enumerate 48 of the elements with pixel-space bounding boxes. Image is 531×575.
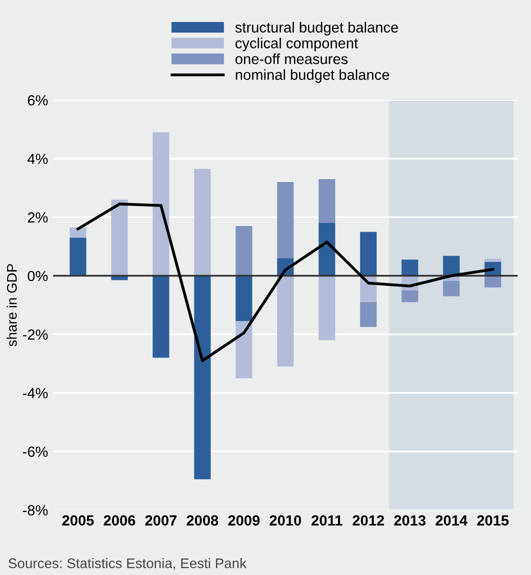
x-tick-label: 2009	[228, 515, 260, 526]
bar	[236, 226, 252, 276]
x-tick-label: 2010	[270, 515, 302, 526]
x-tick-label: 2014	[436, 515, 468, 526]
bar	[318, 179, 336, 224]
legend-label: cyclical component	[236, 38, 358, 52]
x-tick-label: 2011	[312, 515, 342, 526]
line-series	[76, 202, 494, 362]
bar	[236, 321, 252, 378]
bar	[236, 276, 252, 322]
bar	[318, 223, 336, 276]
bar	[111, 200, 128, 276]
bar	[194, 276, 211, 480]
x-tick-label: 2006	[104, 515, 136, 526]
x-tick-label: 2013	[394, 515, 426, 526]
x-tick-label: 2008	[186, 515, 218, 526]
y-tick-label: -8%	[22, 505, 48, 516]
bar	[443, 280, 460, 296]
x-tick-label: 2015	[477, 515, 509, 526]
y-tick-label: -4%	[22, 388, 48, 398]
x-tick-label: 2012	[352, 515, 384, 526]
bar	[318, 276, 336, 340]
x-tick-label: 2007	[145, 515, 177, 526]
legend-label: one-off measures	[236, 53, 348, 64]
bar	[443, 256, 460, 276]
bar	[277, 276, 294, 367]
bar	[277, 182, 294, 258]
y-axis-title: share in GDP	[6, 264, 17, 346]
bar	[360, 232, 377, 276]
bar	[70, 227, 86, 238]
y-tick-label: 0%	[28, 270, 48, 282]
bar	[360, 302, 377, 327]
y-tick-label: -2%	[22, 329, 48, 340]
bar	[484, 276, 502, 288]
bar	[152, 276, 170, 358]
y-tick-label: 2%	[28, 212, 48, 223]
bar	[194, 168, 211, 276]
y-tick-label: 6%	[28, 95, 48, 106]
source-note: Sources: Statistics Estonia, Eesti Pank	[8, 558, 247, 570]
bar	[70, 238, 86, 276]
bar	[152, 132, 170, 276]
bar	[402, 290, 418, 302]
legend-label: nominal budget balance	[236, 69, 390, 83]
x-tick-label: 2005	[62, 515, 94, 526]
legend-label: structural budget balance	[235, 22, 398, 36]
bar	[402, 260, 418, 276]
y-tick-label: 4%	[27, 154, 48, 164]
y-tick-label: -6%	[22, 446, 48, 457]
